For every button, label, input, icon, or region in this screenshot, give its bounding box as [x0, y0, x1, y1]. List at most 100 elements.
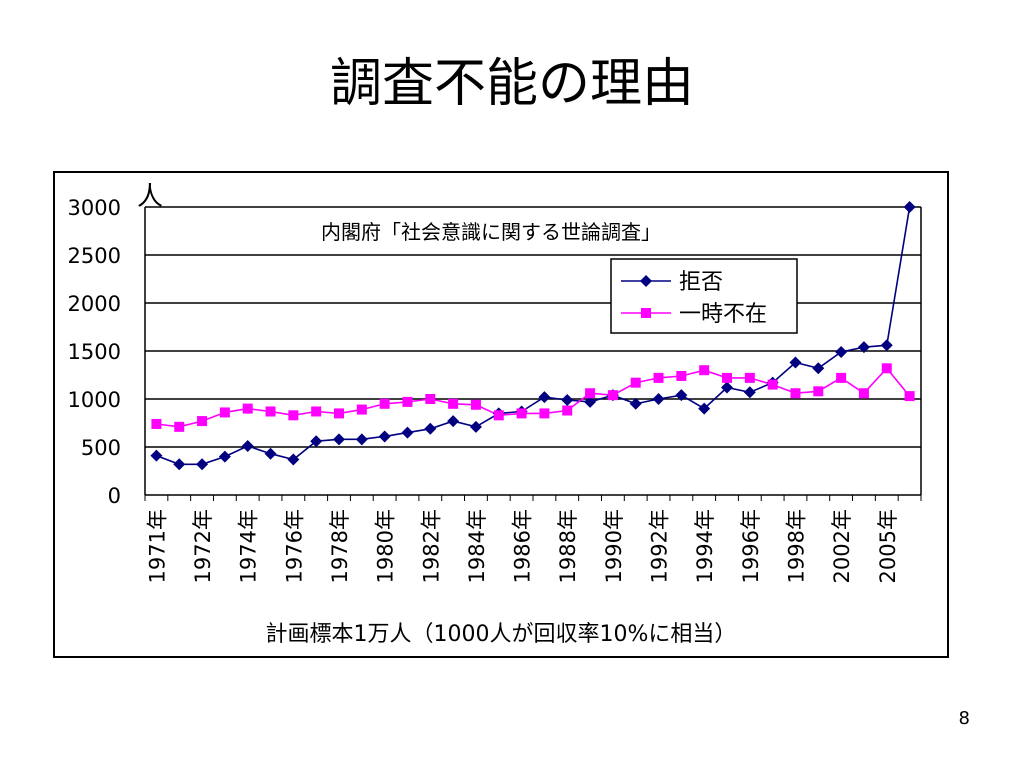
y-tick-label: 2500: [68, 244, 121, 268]
point-refusal: [698, 402, 711, 415]
point-absent: [470, 399, 481, 410]
point-absent: [562, 405, 573, 416]
x-tick-label: 1976年: [282, 509, 306, 583]
point-absent: [242, 403, 253, 414]
x-tick-label: 1974年: [237, 509, 261, 583]
series-lines: [156, 206, 911, 466]
x-tick-label: 1984年: [465, 509, 489, 583]
x-tick-label: 2005年: [876, 509, 900, 583]
point-refusal: [447, 415, 460, 428]
point-absent: [265, 406, 276, 417]
point-refusal: [264, 447, 277, 460]
chart-annotation: 内閣府「社会意識に関する世論調査」: [321, 220, 661, 244]
y-tick-labels: 0 500 1000 1500 2000 2500 3000: [68, 196, 121, 508]
point-refusal: [675, 389, 688, 402]
point-refusal: [857, 341, 870, 354]
point-absent: [151, 418, 162, 429]
legend-marker-refusal: [640, 275, 652, 287]
chart-frame: 0 500 1000 1500 2000 2500 3000 1971年 1972年 1974年…: [53, 171, 949, 658]
point-refusal: [333, 433, 345, 446]
point-refusal: [743, 386, 756, 399]
legend-box: [610, 258, 798, 334]
x-tick-label: 1990年: [602, 509, 626, 583]
point-absent: [767, 379, 778, 390]
y-tick-label: 0: [108, 484, 121, 508]
point-refusal: [196, 458, 209, 471]
point-absent: [219, 407, 230, 418]
legend-label: 拒否: [679, 270, 723, 295]
point-absent: [881, 363, 892, 374]
point-refusal: [903, 201, 916, 213]
point-refusal: [721, 381, 733, 394]
x-tick-label: 1982年: [419, 509, 443, 583]
point-refusal: [173, 458, 186, 471]
point-refusal: [401, 426, 414, 439]
point-absent: [539, 408, 550, 419]
x-tick-label: 1998年: [784, 509, 808, 583]
point-refusal: [538, 391, 551, 404]
x-tick-label: 1994年: [693, 509, 717, 583]
point-absent: [836, 372, 847, 383]
point-refusal: [561, 393, 574, 406]
point-absent: [722, 372, 732, 383]
point-refusal: [378, 430, 391, 443]
x-tick-label: 1972年: [191, 509, 215, 583]
series-line-1: [156, 206, 911, 466]
point-refusal: [584, 395, 597, 408]
point-refusal: [310, 435, 323, 448]
point-absent: [744, 372, 755, 383]
point-refusal: [835, 345, 848, 358]
x-tick-label: 1971年: [145, 509, 169, 583]
axes: [144, 207, 922, 501]
x-tick-label: 1988年: [556, 509, 580, 583]
point-refusal: [355, 433, 368, 446]
point-absent: [356, 404, 367, 415]
y-tick-label: 500: [81, 436, 121, 460]
point-refusal: [880, 339, 893, 352]
legend-label: 一時不在: [679, 302, 767, 327]
point-absent: [288, 410, 299, 421]
y-tick-label: 3000: [68, 196, 121, 220]
slide-title: 調査不能の理由: [329, 54, 694, 114]
series-markers: [150, 201, 916, 471]
point-refusal: [469, 420, 482, 433]
x-tick-label: 1992年: [648, 509, 672, 583]
point-refusal: [812, 362, 825, 375]
point-refusal: [287, 453, 300, 466]
point-absent: [607, 390, 618, 401]
point-absent: [448, 398, 459, 409]
page-number: 8: [958, 708, 970, 729]
point-absent: [197, 416, 208, 427]
point-absent: [699, 365, 710, 376]
point-refusal: [424, 422, 437, 435]
x-tick-label: 2002年: [830, 509, 854, 583]
point-refusal: [241, 440, 254, 453]
x-axis-label: 計画標本1万人（1000人が回収率10%に相当）: [266, 622, 737, 647]
point-refusal: [629, 397, 642, 410]
point-absent: [311, 406, 322, 417]
x-tick-label: 1980年: [374, 509, 398, 583]
x-tick-label: 1978年: [328, 509, 352, 583]
point-absent: [653, 372, 664, 383]
point-absent: [516, 408, 527, 419]
point-absent: [334, 408, 344, 419]
point-refusal: [652, 393, 665, 405]
y-axis-label: 人: [137, 182, 163, 212]
point-absent: [630, 377, 641, 388]
point-absent: [813, 386, 824, 397]
point-absent: [858, 388, 869, 399]
point-absent: [676, 370, 687, 381]
point-absent: [425, 394, 436, 404]
line-chart: 0 500 1000 1500 2000 2500 3000 1971年 1972年 1974年…: [68, 182, 922, 647]
point-absent: [585, 388, 596, 399]
x-tick-labels: 1971年 1972年 1974年 1976年 1978年 1980年 1982年 1984年…: [145, 509, 899, 583]
point-refusal: [150, 449, 163, 462]
series-line-2: [156, 367, 911, 428]
point-refusal: [789, 356, 802, 369]
point-absent: [493, 410, 504, 421]
x-tick-label: 1996年: [739, 509, 763, 583]
point-absent: [790, 388, 801, 399]
gridlines: [145, 206, 921, 448]
y-tick-label: 1000: [68, 388, 121, 412]
